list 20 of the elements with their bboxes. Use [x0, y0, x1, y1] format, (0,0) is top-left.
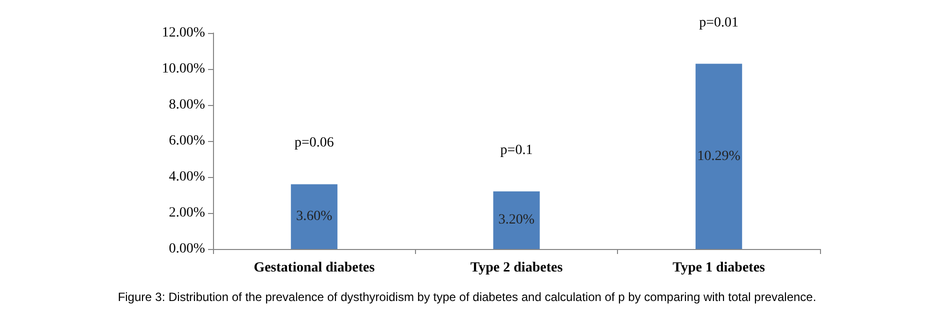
bar	[696, 64, 742, 249]
y-tick-label: 0.00%	[168, 242, 206, 256]
y-tick-label: 8.00%	[168, 98, 206, 112]
annotation: p=0.1	[500, 142, 533, 158]
x-tick-label: Gestational diabetes	[254, 260, 376, 276]
text: p=0.01	[699, 15, 739, 30]
caption: Figure 3: Distribution of the prevalence of dysthyroidism by type of diabetes and calculation of p by comparing with total prevalence.	[118, 290, 816, 304]
data-label: 3.60%	[296, 209, 333, 224]
x-tick-label: Type 2 diabetes	[470, 260, 564, 276]
y-tick-label: 10.00%	[162, 62, 206, 76]
y-tick-label: 2.00%	[168, 206, 206, 220]
bar	[493, 191, 540, 249]
bar	[290, 184, 338, 249]
data-label: 3.20%	[498, 212, 535, 228]
y-tick-label: 6.00%	[168, 134, 206, 148]
x-tick-label: Type 1 diabetes	[672, 260, 766, 276]
data-label: 10.29%	[697, 148, 741, 164]
y-tick-label: 4.00%	[168, 170, 206, 184]
annotation: p=0.06	[294, 136, 334, 151]
y-tick-label: 12.00%	[162, 26, 206, 40]
